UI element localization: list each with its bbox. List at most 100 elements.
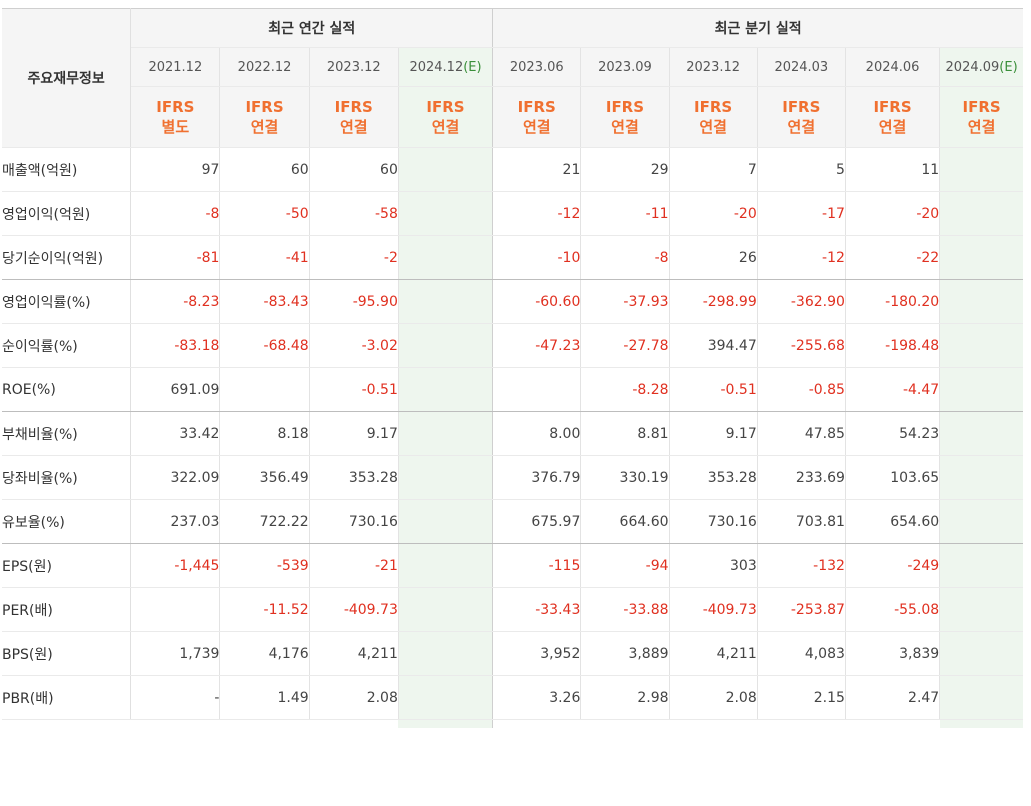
value-cell: 722.22	[219, 499, 310, 544]
value-cell: 1,739	[130, 631, 221, 676]
value-cell	[398, 411, 493, 456]
period-label: 2023.09	[598, 59, 652, 75]
table-row: EPS(원) -1,445 -539 -21 -115 -94 303 -132 -249	[2, 543, 1023, 588]
accounting-basis-header: IFRS 연결	[939, 86, 1023, 148]
value-cell: -60.60	[492, 279, 582, 324]
value-cell: -8.28	[580, 367, 670, 412]
spacer-cell	[580, 719, 670, 728]
quarterly-group-header: 최근 분기 실적	[492, 8, 1023, 48]
value-cell: -33.88	[580, 587, 670, 632]
value-cell	[398, 235, 493, 280]
value-cell: -22	[845, 235, 941, 280]
accounting-basis-header: IFRS 연결	[669, 86, 758, 148]
value-cell	[398, 587, 493, 632]
ifrs-label: IFRS	[517, 98, 556, 116]
period-label: 2024.03	[774, 59, 829, 75]
value-cell: 654.60	[845, 499, 941, 544]
value-cell: 33.42	[130, 411, 221, 456]
period-header: 2024.03	[757, 47, 846, 87]
value-cell: 353.28	[309, 455, 399, 500]
value-cell	[939, 323, 1023, 368]
value-cell: -115	[492, 543, 582, 588]
value-cell: -249	[845, 543, 941, 588]
value-cell: -0.51	[309, 367, 399, 412]
value-cell: 2.15	[757, 675, 846, 720]
period-header: 2024.09(E)	[939, 47, 1023, 87]
value-cell	[939, 411, 1023, 456]
value-cell	[398, 323, 493, 368]
value-cell	[398, 543, 493, 588]
spacer-cell	[219, 719, 310, 728]
table-row: PBR(배) -1.49 2.08 3.26 2.98 2.08 2.15 2.47	[2, 675, 1023, 720]
row-label: PER(배)	[2, 587, 132, 632]
basis-label: 연결	[431, 118, 460, 136]
value-cell: -3.02	[309, 323, 399, 368]
period-label: 2024.12	[409, 59, 464, 75]
spacer-cell	[309, 719, 399, 728]
value-cell: -409.73	[309, 587, 399, 632]
value-cell: -0.85	[757, 367, 846, 412]
basis-label: 연결	[967, 118, 996, 136]
value-cell: -0.51	[669, 367, 758, 412]
value-cell: 60	[219, 147, 310, 192]
value-cell: 730.16	[669, 499, 758, 544]
ifrs-label: IFRS	[245, 98, 284, 116]
ifrs-label: IFRS	[334, 98, 373, 116]
row-label: 영업이익(억원)	[2, 191, 132, 236]
value-cell: -2	[309, 235, 399, 280]
row-label: BPS(원)	[2, 631, 132, 676]
spacer-cell	[939, 719, 1023, 728]
basis-label: 연결	[522, 118, 551, 136]
spacer-cell	[669, 719, 758, 728]
value-cell: 394.47	[669, 323, 758, 368]
annual-group-header: 최근 연간 실적	[130, 8, 493, 48]
value-cell: -83.43	[219, 279, 310, 324]
table-row: 순이익률(%) -83.18 -68.48 -3.02 -47.23 -27.78 394.…	[2, 323, 1023, 368]
row-label: 당기순이익(억원)	[2, 235, 132, 280]
spacer-cell	[130, 719, 220, 728]
value-cell: 11	[845, 147, 941, 192]
period-header: 2023.06	[492, 47, 582, 87]
value-cell: -83.18	[130, 323, 221, 368]
value-cell: 60	[309, 147, 399, 192]
value-cell	[939, 279, 1023, 324]
value-cell	[398, 147, 493, 192]
value-cell	[492, 367, 582, 412]
value-cell: -21	[309, 543, 399, 588]
period-header: 2024.06	[845, 47, 941, 87]
value-cell: 303	[669, 543, 758, 588]
period-header: 2023.12	[309, 47, 399, 87]
value-cell	[130, 587, 221, 632]
row-label: 유보율(%)	[2, 499, 132, 544]
ifrs-label: IFRS	[156, 98, 195, 116]
value-cell: 9.17	[669, 411, 758, 456]
value-cell: -33.43	[492, 587, 582, 632]
basis-label: 연결	[611, 118, 639, 136]
row-label: 부채비율(%)	[2, 411, 132, 456]
estimate-marker: (E)	[999, 59, 1018, 75]
period-label: 2023.12	[326, 59, 381, 75]
value-cell: -41	[219, 235, 310, 280]
accounting-basis-header: IFRS 연결	[492, 86, 582, 148]
value-cell: -362.90	[757, 279, 846, 324]
spacer-cell	[398, 719, 493, 728]
value-cell: 103.65	[845, 455, 941, 500]
value-cell: 8.81	[580, 411, 670, 456]
period-label: 2021.12	[148, 59, 203, 75]
period-label: 2024.09	[945, 59, 1000, 75]
basis-label: 연결	[878, 118, 907, 136]
value-cell: 664.60	[580, 499, 670, 544]
value-cell: -20	[845, 191, 941, 236]
ifrs-label: IFRS	[782, 98, 821, 116]
value-cell: -68.48	[219, 323, 310, 368]
value-cell: 353.28	[669, 455, 758, 500]
value-cell: 376.79	[492, 455, 582, 500]
value-cell: -255.68	[757, 323, 846, 368]
ifrs-label: IFRS	[694, 98, 733, 116]
ifrs-label: IFRS	[962, 98, 1001, 116]
value-cell: -8	[580, 235, 670, 280]
accounting-basis-header: IFRS 연결	[757, 86, 846, 148]
value-cell: 3,952	[492, 631, 582, 676]
period-label: 2022.12	[237, 59, 292, 75]
